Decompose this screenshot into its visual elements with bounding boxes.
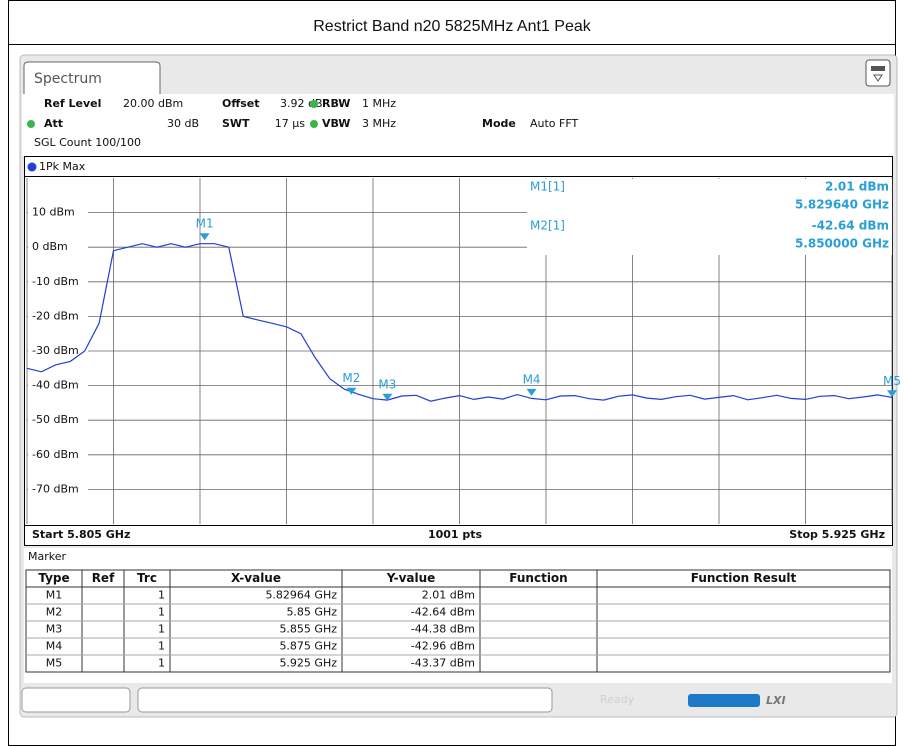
marker-label: M1 (196, 217, 214, 231)
y-tick-label: -50 dBm (32, 413, 79, 426)
progress-bar (688, 694, 760, 707)
tick-label-bg (28, 413, 88, 428)
info-label: Offset (222, 97, 260, 110)
info-label: Ref Level (44, 97, 101, 110)
y-tick-label: -60 dBm (32, 448, 79, 461)
table-cell: -44.38 dBm (411, 623, 475, 636)
tick-label-bg (28, 240, 88, 255)
table-cell: 5.875 GHz (279, 640, 337, 653)
table-cell: 1 (158, 657, 165, 670)
y-tick-label: 0 dBm (32, 240, 68, 253)
marker-label: M3 (378, 377, 396, 391)
coupled-indicator (27, 120, 35, 128)
table-cell: 1 (158, 606, 165, 619)
table-cell: 5.855 GHz (279, 623, 337, 636)
info-label: VBW (322, 117, 350, 130)
table-header: Ref (92, 571, 115, 585)
coupled-indicator (310, 120, 318, 128)
table-cell: M3 (46, 623, 63, 636)
header-title: Restrict Band n20 5825MHz Ant1 Peak (313, 18, 591, 35)
info-label: Mode (482, 117, 516, 130)
y-tick-label: -10 dBm (32, 275, 79, 288)
coupled-indicator (310, 100, 318, 108)
marker (199, 233, 210, 241)
menu-icon[interactable] (865, 59, 891, 87)
table-header: Y-value (386, 571, 436, 585)
tick-label-bg (28, 274, 88, 289)
table-cell: M2 (46, 606, 63, 619)
marker-label: M5 (883, 374, 901, 388)
y-tick-label: 10 dBm (32, 206, 75, 219)
table-header: Function (509, 571, 567, 585)
table-cell: M1 (46, 589, 63, 602)
marker-info-label: M2[1] (530, 219, 565, 233)
table-cell: 1 (158, 589, 165, 602)
table-cell: M4 (46, 640, 63, 653)
table-cell: -42.64 dBm (411, 606, 475, 619)
points-label: 1001 pts (428, 528, 483, 541)
info-value: 30 dB (167, 117, 199, 130)
info-value: 17 µs (275, 117, 305, 130)
table-cell: 1 (158, 640, 165, 653)
info-label: Att (44, 117, 63, 130)
stop-label: Stop 5.925 GHz (789, 528, 885, 541)
marker-info-label: M1[1] (530, 180, 565, 194)
info-value: 1 MHz (362, 97, 396, 110)
y-tick-label: -70 dBm (32, 482, 79, 495)
trace (26, 243, 893, 402)
marker (382, 393, 393, 401)
tick-label-bg (28, 482, 88, 497)
y-tick-label: -40 dBm (32, 379, 79, 392)
start-label: Start 5.805 GHz (32, 528, 130, 541)
tick-label-bg (28, 447, 88, 462)
table-cell: -43.37 dBm (411, 657, 475, 670)
legend-swatch (27, 162, 37, 172)
table-cell: 1 (158, 623, 165, 636)
menu-icon-arrow (873, 74, 883, 82)
y-tick-label: -30 dBm (32, 344, 79, 357)
spectrum-tab[interactable] (23, 61, 161, 94)
table-cell: 2.01 dBm (422, 589, 475, 602)
legend-entry: 1Pk Max (39, 160, 86, 173)
table-header: Type (38, 571, 69, 585)
info-label: SWT (222, 117, 250, 130)
info-value: 20.00 dBm (123, 97, 183, 110)
info-value: SGL Count 100/100 (34, 136, 141, 149)
table-cell: M5 (46, 657, 63, 670)
info-value: 3 MHz (362, 117, 396, 130)
marker (346, 387, 357, 395)
table-cell: 5.82964 GHz (265, 589, 337, 602)
marker-table-title: Marker (28, 550, 66, 563)
tick-label-bg (28, 309, 88, 324)
status-box (137, 687, 553, 713)
tab-label[interactable]: Spectrum (34, 71, 102, 87)
tick-label-bg (28, 378, 88, 393)
table-cell: -42.96 dBm (411, 640, 475, 653)
table-cell: 5.925 GHz (279, 657, 337, 670)
table-header: Function Result (691, 571, 797, 585)
y-tick-label: -20 dBm (32, 309, 79, 322)
marker (526, 388, 537, 396)
marker-label: M4 (523, 372, 541, 386)
status-box (21, 687, 131, 713)
marker-info-x: 5.829640 GHz (795, 198, 889, 212)
marker (887, 390, 897, 398)
marker-label: M2 (342, 371, 360, 385)
info-value: Auto FFT (530, 117, 578, 130)
marker-info-bg (527, 179, 892, 255)
marker-info-value: -42.64 dBm (812, 219, 889, 233)
info-label: RBW (322, 97, 350, 110)
marker-info-x: 5.850000 GHz (795, 237, 889, 251)
table-cell: 5.85 GHz (286, 606, 337, 619)
tick-label-bg (28, 344, 88, 358)
tick-label-bg (28, 205, 88, 220)
status-text: Ready (600, 693, 635, 706)
table-header: X-value (231, 571, 281, 585)
menu-icon-bar (871, 66, 885, 71)
info-panel (22, 94, 894, 156)
table-header: Trc (137, 571, 157, 585)
lxi-logo: LXI (766, 694, 786, 707)
marker-info-value: 2.01 dBm (825, 180, 889, 194)
